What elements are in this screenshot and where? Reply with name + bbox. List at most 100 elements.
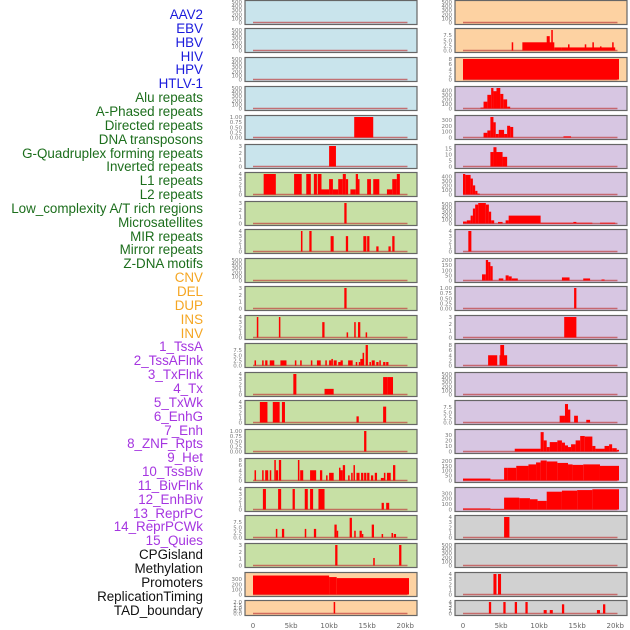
data-bar (561, 604, 565, 614)
data-bar (540, 460, 547, 481)
y-tick-label: 0 (449, 508, 453, 514)
y-tick-label: 0 (239, 479, 243, 485)
y-tick-label: 3 (239, 177, 243, 183)
data-bar (371, 360, 375, 366)
y-tick-label: 300 (232, 65, 243, 71)
y-tick-label: 4 (239, 487, 243, 493)
data-bar (358, 322, 361, 338)
track-label: DEL (176, 284, 203, 299)
track-label: L2 repeats (139, 187, 203, 203)
y-tick-label: 200 (442, 124, 453, 130)
y-tick-label: 4 (449, 353, 453, 359)
y-tick-label: 400 (442, 174, 453, 180)
y-tick-label: 6 (449, 348, 453, 354)
y-tick-label: 1.5 (233, 603, 242, 609)
data-bar (256, 317, 259, 338)
panel-background (244, 314, 418, 341)
data-bar (361, 472, 364, 481)
data-bar (393, 465, 396, 481)
y-tick-label: 6 (449, 62, 453, 68)
data-bar (601, 279, 605, 281)
y-tick-label: 300 (442, 491, 453, 497)
data-bar (310, 489, 314, 510)
y-tick-label: 100 (232, 16, 243, 22)
y-tick-label: 300 (232, 36, 243, 42)
y-tick-label: 2.0 (233, 600, 242, 606)
data-bar (340, 360, 343, 366)
panel-background (454, 571, 628, 598)
data-bar (472, 208, 476, 224)
y-tick-label: 1 (239, 415, 243, 421)
data-bar (265, 470, 269, 481)
y-tick-label: 6 (239, 463, 243, 469)
data-bar (387, 377, 394, 395)
y-tick-label: 4 (239, 468, 243, 474)
track-label: 5_TxWk (153, 394, 203, 410)
y-tick-label: 7.5 (233, 348, 242, 354)
data-bar (383, 362, 386, 366)
data-bar (393, 534, 397, 538)
data-bar (338, 179, 343, 195)
data-bar (603, 604, 606, 614)
y-tick-label: 400 (442, 88, 453, 94)
panel-background (454, 143, 628, 170)
panel-background (454, 514, 628, 541)
data-bar (583, 464, 600, 481)
data-bar (490, 117, 494, 138)
data-bar (563, 136, 572, 138)
panel-background (454, 285, 628, 312)
track-label: 14_ReprPCWk (113, 519, 203, 535)
y-tick-label: 0.5 (233, 609, 242, 615)
data-bar (293, 374, 297, 395)
y-tick-label: 0.0 (443, 49, 452, 55)
track-label: HBV (175, 34, 203, 50)
data-bar (306, 174, 311, 195)
y-tick-label: 1.00 (440, 286, 453, 292)
y-tick-label: 500 (442, 0, 453, 6)
data-bar (360, 358, 365, 366)
data-bar (269, 360, 275, 366)
data-bar (344, 288, 347, 309)
x-tick-label: 10kb (530, 622, 548, 630)
y-tick-label: 7.5 (233, 520, 242, 526)
data-bar (498, 278, 504, 281)
y-tick-label: 0 (449, 393, 453, 399)
y-tick-label: 4 (239, 315, 243, 321)
data-bar (487, 130, 491, 138)
data-bar (342, 174, 346, 195)
panel-background (454, 599, 628, 617)
y-tick-label: 2 (449, 582, 453, 588)
data-bar (574, 415, 578, 423)
track-label: Z-DNA motifs (123, 256, 203, 272)
data-bar (572, 464, 584, 481)
y-tick-label: 2 (239, 473, 243, 479)
panel-background (244, 428, 418, 455)
x-tick-label: 10kb (320, 622, 338, 630)
y-tick-label: 2 (239, 239, 243, 245)
panel-background (454, 399, 628, 426)
data-bar (313, 528, 317, 538)
panel-background (244, 514, 418, 541)
y-tick-label: 1 (239, 158, 243, 164)
y-tick-label: 0 (449, 450, 453, 456)
data-bar (516, 465, 529, 481)
data-bar (480, 107, 484, 109)
y-tick-label: 200 (442, 459, 453, 465)
data-bar (525, 602, 528, 614)
y-tick-label: 200 (232, 69, 243, 75)
y-tick-label: 0.00 (230, 450, 243, 456)
y-tick-label: 400 (442, 547, 453, 553)
data-bar (278, 489, 282, 510)
data-bar (371, 524, 374, 538)
y-tick-label: 100 (232, 73, 243, 79)
y-tick-label: 5.0 (233, 525, 242, 531)
y-tick-label: 0 (239, 78, 243, 84)
y-tick-label: 3 (239, 405, 243, 411)
data-bar (586, 419, 591, 423)
data-bar (546, 491, 562, 510)
data-bar (336, 530, 339, 538)
data-bar (592, 445, 596, 452)
data-bar (338, 467, 341, 481)
y-tick-label: 0 (239, 165, 243, 171)
data-bar (488, 211, 492, 224)
